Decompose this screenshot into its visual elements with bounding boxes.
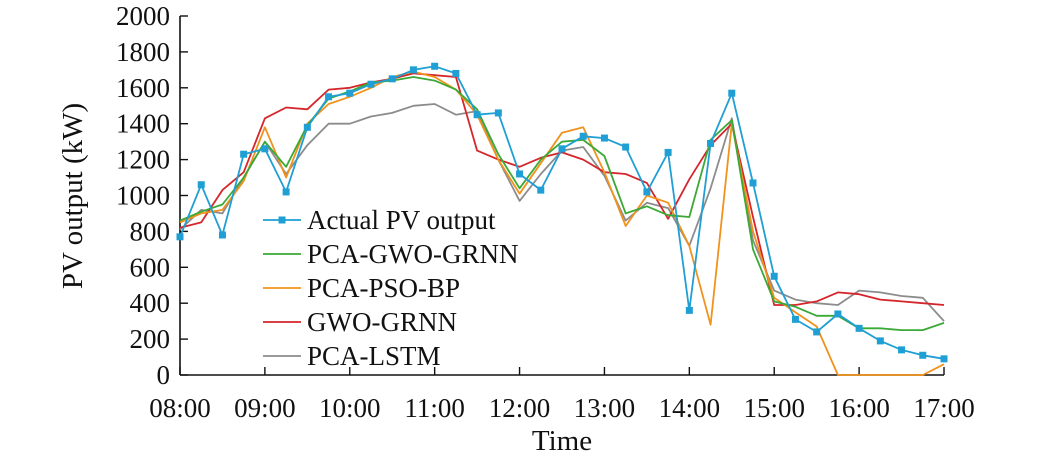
data-point-marker <box>473 111 481 119</box>
y-tick-label: 1400 <box>116 109 170 139</box>
legend-label: PCA-LSTM <box>307 341 441 371</box>
legend-label: GWO-GRNN <box>307 307 457 337</box>
x-tick-label: 16:00 <box>828 393 890 423</box>
series-4 <box>179 72 945 306</box>
data-point-marker <box>707 139 715 147</box>
data-point-marker <box>579 132 587 140</box>
x-tick-label: 12:00 <box>489 393 551 423</box>
data-point-marker <box>558 145 566 153</box>
series-3 <box>179 70 945 376</box>
data-point-marker <box>537 186 545 194</box>
data-point-marker <box>261 145 269 153</box>
x-tick-label: 13:00 <box>574 393 636 423</box>
data-point-marker <box>643 188 651 196</box>
data-point-marker <box>898 346 906 354</box>
legend-label: PCA-GWO-GRNN <box>307 239 519 269</box>
data-point-marker <box>919 351 927 359</box>
legend-item: PCA-LSTM <box>263 341 441 371</box>
data-point-marker <box>346 89 354 97</box>
series-2 <box>179 76 945 332</box>
data-point-marker <box>494 109 502 117</box>
data-point-marker <box>855 324 863 332</box>
data-point-marker <box>325 93 333 101</box>
data-point-marker <box>770 272 778 280</box>
data-point-marker <box>876 337 884 345</box>
legend-item: PCA-PSO-BP <box>263 273 460 303</box>
legend-label: Actual PV output <box>307 205 496 235</box>
data-point-marker <box>600 134 608 142</box>
x-tick-label: 17:00 <box>913 393 975 423</box>
data-point-marker <box>197 181 205 189</box>
data-point-marker <box>940 355 948 363</box>
data-point-marker <box>240 150 248 158</box>
y-tick-label: 2000 <box>116 1 170 31</box>
x-tick-label: 09:00 <box>234 393 296 423</box>
axes: 0 200 400 600 800 1000 1200 1400 1600 1800 2000 08… <box>116 1 975 423</box>
data-point-marker <box>728 89 736 97</box>
data-point-marker <box>409 66 417 74</box>
data-point-marker <box>431 62 439 70</box>
x-ticks: 08:00 09:00 10:00 11:00 12:00 13:00 14:00 15:00… <box>149 367 975 423</box>
data-point-marker <box>303 123 311 131</box>
data-point-marker <box>367 80 375 88</box>
y-tick-label: 1600 <box>116 73 170 103</box>
legend-item: PCA-GWO-GRNN <box>263 239 519 269</box>
data-point-marker <box>813 328 821 336</box>
data-point-marker <box>749 179 757 187</box>
series-1 <box>176 62 948 363</box>
x-tick-label: 08:00 <box>149 393 211 423</box>
data-point-marker <box>176 233 184 241</box>
series-line <box>179 70 945 376</box>
x-tick-label: 10:00 <box>319 393 381 423</box>
y-ticks: 0 200 400 600 800 1000 1200 1400 1600 1800 2000 <box>116 1 188 390</box>
y-tick-label: 600 <box>130 252 171 282</box>
y-tick-label: 400 <box>130 288 171 318</box>
x-tick-label: 15:00 <box>743 393 805 423</box>
data-point-marker <box>452 69 460 77</box>
legend-label: PCA-PSO-BP <box>307 273 460 303</box>
series-line <box>179 72 945 306</box>
series-line <box>179 76 945 332</box>
x-axis-title: Time <box>532 425 592 457</box>
data-point-marker <box>282 188 290 196</box>
legend-marker <box>278 216 286 224</box>
y-tick-label: 800 <box>130 216 171 246</box>
y-tick-label: 1200 <box>116 145 170 175</box>
x-tick-label: 11:00 <box>404 393 465 423</box>
legend-item: Actual PV output <box>263 205 496 235</box>
legend: Actual PV output PCA-GWO-GRNN PCA-PSO-BP GW… <box>263 205 519 371</box>
x-tick-label: 14:00 <box>659 393 721 423</box>
data-point-marker <box>685 306 693 314</box>
legend-item: GWO-GRNN <box>263 307 457 337</box>
y-tick-label: 200 <box>130 324 171 354</box>
data-point-marker <box>622 143 630 151</box>
y-tick-label: 0 <box>157 360 171 390</box>
data-point-marker <box>664 148 672 156</box>
y-tick-label: 1800 <box>116 37 170 67</box>
data-point-marker <box>516 170 524 178</box>
data-point-marker <box>218 231 226 239</box>
data-point-marker <box>791 315 799 323</box>
data-point-marker <box>834 310 842 318</box>
y-axis-title: PV output (kW) <box>57 103 89 289</box>
data-point-marker <box>388 75 396 83</box>
y-tick-label: 1000 <box>116 181 170 211</box>
series-layer <box>176 62 948 376</box>
